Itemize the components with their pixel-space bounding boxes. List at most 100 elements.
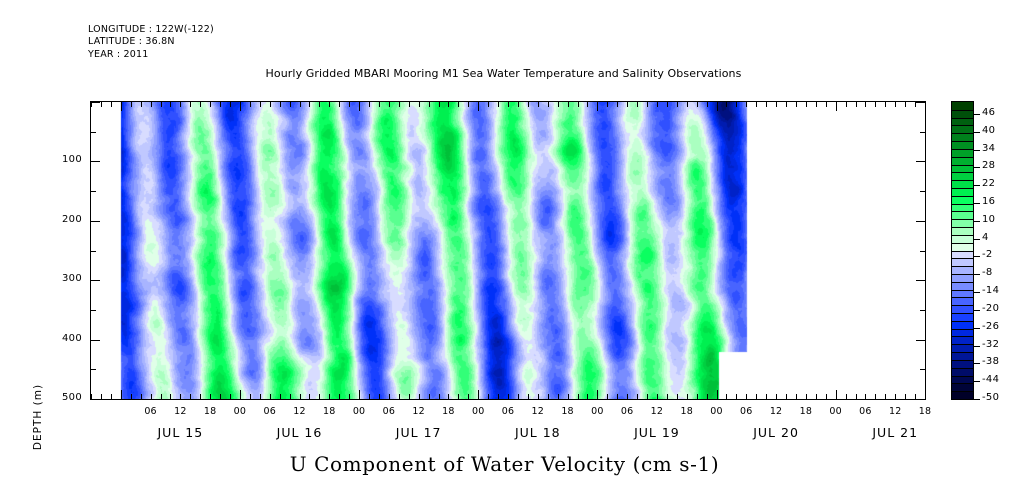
axis-tick [548,102,549,107]
x-axis-hour-label: 12 [293,406,306,417]
x-axis-hour-label: 12 [888,406,902,417]
x-axis-hour-label: 18 [561,406,574,417]
station-metadata: LONGITUDE : 122W(-122) LATITUDE : 36.8N … [88,24,214,61]
axis-tick [925,394,926,399]
x-axis-hour-label: 12 [412,406,425,417]
colorbar-band [952,368,973,376]
caption-text: U Component of Water Velocity (cm s-1) [289,452,720,476]
axis-tick [920,251,925,252]
colorbar-band [952,352,973,360]
axis-tick [627,394,628,399]
colorbar-tick [974,399,980,400]
colorbar-band [952,235,973,243]
axis-tick [91,340,100,341]
axis-tick [916,399,925,400]
axis-tick [895,394,896,399]
axis-tick [91,399,100,400]
year-label: YEAR : 2011 [88,48,149,60]
axis-tick [697,394,698,399]
colorbar-tick-label: -26 [982,321,1000,332]
axis-tick [498,394,499,399]
x-axis-hour-label: 12 [531,406,545,417]
colorbar-band [952,251,973,258]
axis-tick [667,394,668,399]
colorbar-tick-label: 22 [982,178,996,189]
axis-tick [587,394,588,399]
axis-tick [419,102,420,107]
axis-tick [91,251,96,252]
axis-tick [131,394,132,399]
colorbar-tick-label: -8 [982,267,993,278]
axis-tick [230,394,231,399]
axis-tick [508,394,509,399]
axis-tick [587,102,588,107]
axis-tick [766,102,767,107]
x-axis-day-label: JUL 21 [872,425,919,440]
colorbar-band-separator [952,118,973,119]
axis-tick [895,102,896,107]
colorbar-tick-label: 40 [982,125,996,136]
axis-tick [518,394,519,399]
colorbar [951,101,974,400]
axis-tick [865,394,866,399]
colorbar-tick-label: 28 [982,160,996,171]
x-axis-hour-label: 18 [680,406,693,417]
colorbar-band [952,227,973,235]
axis-tick [677,102,678,107]
axis-tick [627,102,628,107]
axis-tick [270,102,271,107]
axis-tick [736,102,737,107]
axis-tick [151,102,152,107]
axis-tick [448,394,449,399]
axis-tick [920,191,925,192]
axis-tick [290,102,291,107]
axis-tick [498,102,499,107]
axis-tick [916,161,925,162]
colorbar-band-separator [952,219,973,220]
colorbar-band [952,211,973,219]
colorbar-band [952,165,973,172]
axis-tick [558,394,559,399]
colorbar-tick-label: 10 [982,214,996,225]
axis-tick [220,394,221,399]
colorbar-tick [974,239,980,240]
axis-tick [746,102,747,107]
axis-tick [647,394,648,399]
axis-tick [180,394,181,399]
axis-tick [538,394,539,399]
axis-tick [359,390,360,399]
axis-tick [468,394,469,399]
colorbar-tick-label: -38 [982,356,1000,367]
x-axis-hour-label: 06 [740,406,753,417]
axis-tick [726,394,727,399]
axis-tick [846,394,847,399]
axis-tick [260,394,261,399]
colorbar-band-separator [952,133,973,134]
x-axis-day-label: JUL 19 [634,425,680,440]
axis-tick [538,102,539,107]
axis-tick [885,102,886,107]
axis-tick [101,102,102,107]
axis-tick [319,394,320,399]
axis-tick [300,394,301,399]
x-axis-hour-label: 06 [501,406,515,417]
axis-tick [250,102,251,107]
colorbar-band [952,133,973,141]
axis-tick [91,280,100,281]
colorbar-tick [974,381,980,382]
axis-tick [240,390,241,399]
colorbar-tick [974,185,980,186]
x-axis-hour-label: 00 [352,406,366,417]
axis-tick [920,310,925,311]
axis-tick [319,102,320,107]
axis-tick [726,102,727,107]
x-axis-hour-label: 18 [323,406,336,417]
axis-tick [329,102,330,107]
axis-tick [528,394,529,399]
colorbar-tick-label: 16 [982,196,996,207]
colorbar-band-separator [952,313,973,314]
axis-tick [786,394,787,399]
x-axis-hour-label: 06 [144,406,157,417]
axis-tick [677,394,678,399]
colorbar-tick-label: -50 [982,392,1000,403]
